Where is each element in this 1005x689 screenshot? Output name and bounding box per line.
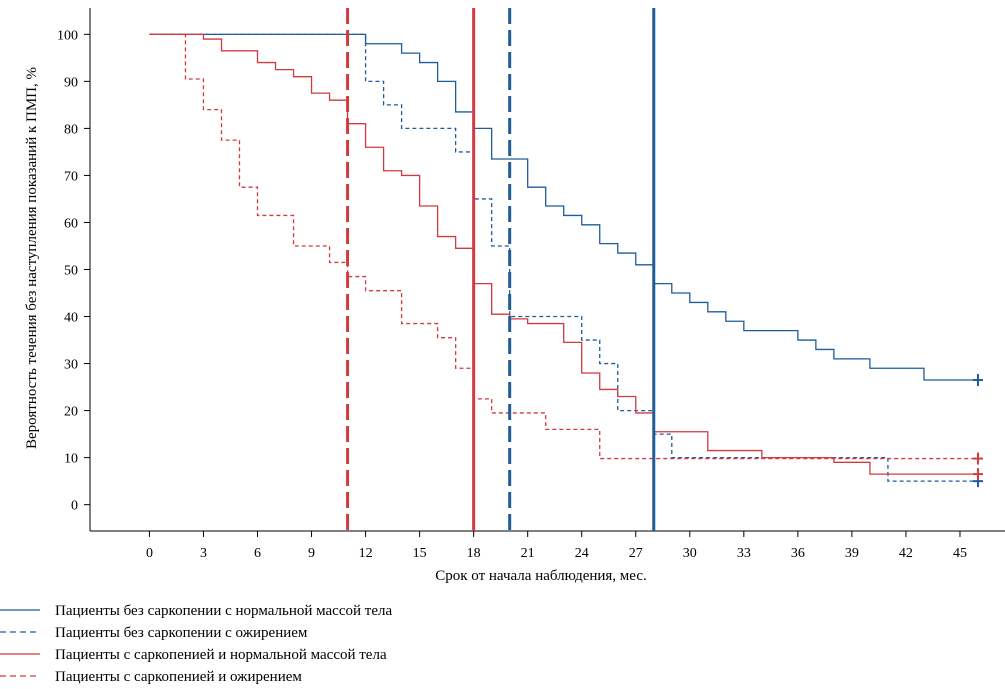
y-axis-label: Вероятность течения без наступления пока… bbox=[24, 67, 40, 449]
x-tick-label: 6 bbox=[254, 546, 261, 561]
x-tick-label: 24 bbox=[575, 546, 589, 561]
x-tick-label: 30 bbox=[683, 546, 697, 561]
legend-label: Пациенты без саркопении с ожирением bbox=[55, 625, 308, 641]
median-lines bbox=[346, 8, 656, 531]
y-tick-label: 20 bbox=[64, 405, 78, 420]
censor-marks bbox=[972, 374, 983, 488]
x-tick-label: 27 bbox=[629, 546, 643, 561]
y-ticks: 0 10 20 30 40 50 60 70 80 90 100 bbox=[57, 28, 90, 514]
y-tick-label: 0 bbox=[71, 499, 78, 514]
x-tick-label: 15 bbox=[413, 546, 427, 561]
censor-mark-1 bbox=[972, 374, 983, 387]
series-line-3 bbox=[149, 33, 978, 475]
x-tick-label: 33 bbox=[737, 546, 751, 561]
x-tick-label: 12 bbox=[359, 546, 373, 561]
legend-item-2: Пациенты без саркопении с ожирением bbox=[0, 625, 308, 641]
series-line-1 bbox=[149, 33, 978, 381]
x-tick-label: 0 bbox=[146, 546, 153, 561]
series-line-4 bbox=[149, 33, 978, 460]
x-tick-label: 39 bbox=[845, 546, 859, 561]
legend-item-4: Пациенты с саркопенией и ожирением bbox=[0, 669, 302, 685]
y-tick-label: 80 bbox=[64, 122, 78, 137]
axes bbox=[89, 8, 1005, 532]
x-tick-label: 36 bbox=[791, 546, 805, 561]
y-tick-label: 40 bbox=[64, 311, 78, 326]
y-tick-label: 10 bbox=[64, 452, 78, 467]
legend: Пациенты без саркопении с нормальной мас… bbox=[0, 603, 392, 685]
y-tick-label: 60 bbox=[64, 216, 78, 231]
y-tick-label: 70 bbox=[64, 169, 78, 184]
y-tick-label: 100 bbox=[57, 28, 78, 43]
x-tick-label: 3 bbox=[200, 546, 207, 561]
series-line-2 bbox=[149, 33, 978, 482]
series-layer bbox=[149, 33, 978, 482]
y-tick-label: 90 bbox=[64, 75, 78, 90]
legend-label: Пациенты без саркопении с нормальной мас… bbox=[55, 603, 392, 619]
x-tick-label: 9 bbox=[308, 546, 315, 561]
censor-mark-4 bbox=[972, 452, 983, 465]
legend-label: Пациенты с саркопенией и ожирением bbox=[55, 669, 302, 685]
y-tick-label: 50 bbox=[64, 264, 78, 279]
x-tick-label: 18 bbox=[467, 546, 481, 561]
censor-mark-3 bbox=[972, 468, 983, 481]
legend-item-1: Пациенты без саркопении с нормальной мас… bbox=[0, 603, 392, 619]
x-tick-label: 42 bbox=[899, 546, 913, 561]
legend-label: Пациенты с саркопенией и нормальной масс… bbox=[55, 647, 387, 663]
legend-item-3: Пациенты с саркопенией и нормальной масс… bbox=[0, 647, 387, 663]
y-tick-label: 30 bbox=[64, 358, 78, 373]
x-tick-label: 45 bbox=[953, 546, 967, 561]
x-axis-label: Срок от начала наблюдения, мес. bbox=[435, 568, 647, 584]
x-tick-label: 21 bbox=[521, 546, 535, 561]
x-ticks: 0 3 6 9 12 15 18 21 24 27 30 33 36 39 42 45 bbox=[146, 531, 967, 561]
